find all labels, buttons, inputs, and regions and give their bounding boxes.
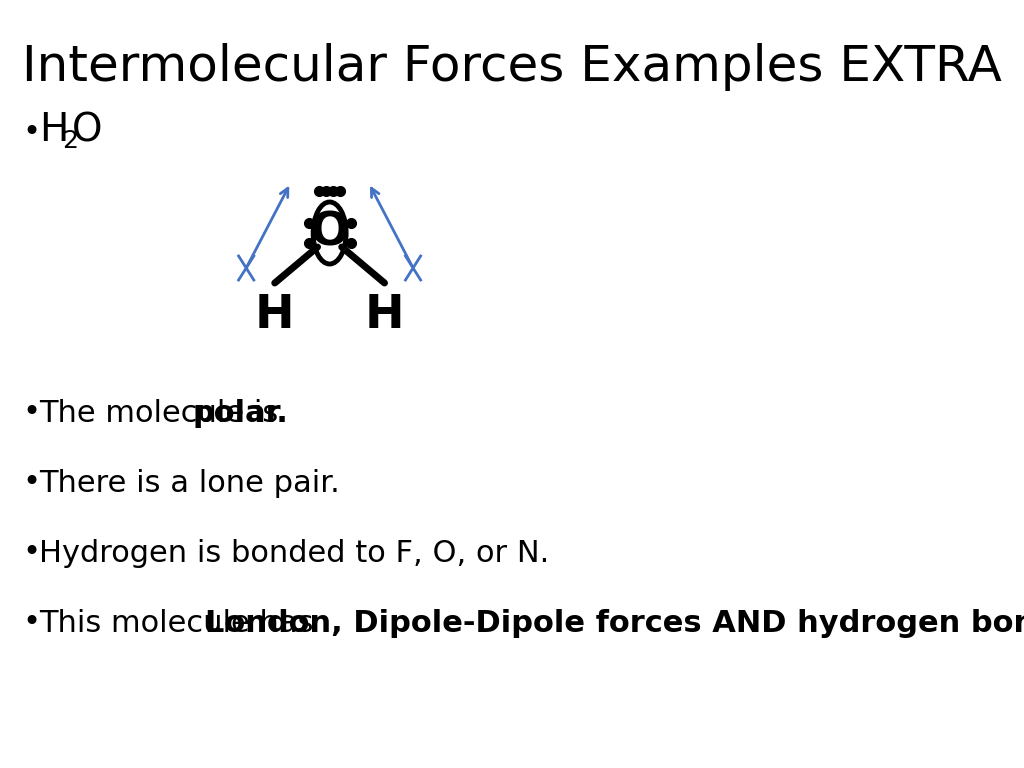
- Text: •: •: [23, 399, 40, 428]
- Text: polar.: polar.: [193, 399, 289, 428]
- Text: Intermolecular Forces Examples EXTRA: Intermolecular Forces Examples EXTRA: [23, 43, 1002, 91]
- Text: The molecule is: The molecule is: [39, 399, 289, 428]
- Text: O: O: [309, 210, 350, 256]
- Text: H: H: [39, 111, 69, 149]
- Text: O: O: [72, 111, 102, 149]
- Text: 2: 2: [62, 129, 78, 153]
- Text: H: H: [255, 293, 295, 338]
- Text: •: •: [23, 468, 40, 498]
- Text: •: •: [23, 608, 40, 637]
- Text: Hydrogen is bonded to F, O, or N.: Hydrogen is bonded to F, O, or N.: [39, 538, 550, 568]
- Text: This molecule has: This molecule has: [39, 608, 324, 637]
- Text: H: H: [365, 293, 404, 338]
- Text: •: •: [23, 118, 40, 147]
- Text: London, Dipole-Dipole forces AND hydrogen bonding.: London, Dipole-Dipole forces AND hydroge…: [206, 608, 1024, 637]
- Text: There is a lone pair.: There is a lone pair.: [39, 468, 340, 498]
- Text: •: •: [23, 538, 40, 568]
